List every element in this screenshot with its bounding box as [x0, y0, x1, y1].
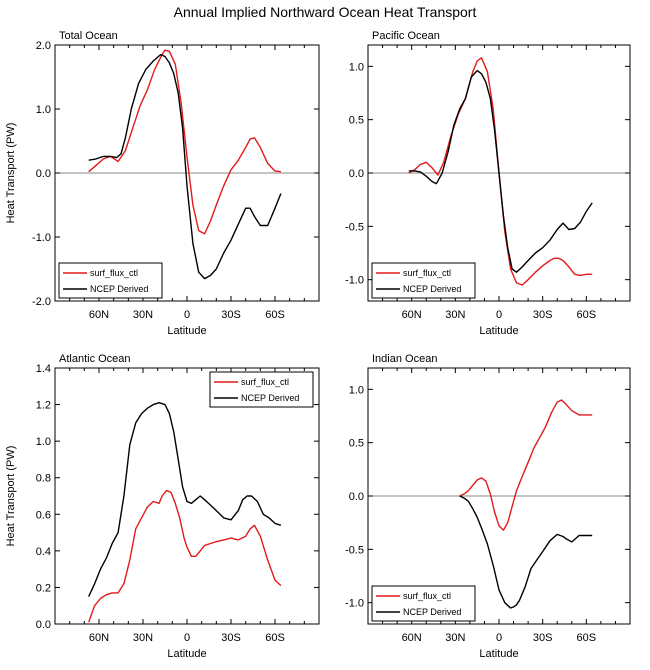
- legend-entry: surf_flux_ctl: [90, 268, 138, 278]
- y-axis-label: Heat Transport (PW): [5, 123, 17, 224]
- series-line-ncep-derived: [88, 402, 282, 597]
- series-line-surf-flux-ctl: [459, 399, 593, 531]
- panel-pacific: Pacific Ocean 60N 30N 0 30S 60S -1.0 -0.5 0.0 0.5…: [345, 30, 631, 337]
- panel-atlantic: Atlantic Ocean 60N 30N 0 30S 60S 0.0 0.2 0.4 0.6 0…: [5, 353, 320, 660]
- legend: surf_flux_ctl NCEP Derived: [371, 585, 476, 622]
- series-line-surf-flux-ctl: [408, 57, 593, 286]
- panel-title: Pacific Ocean: [372, 30, 440, 42]
- legend-box: [58, 262, 163, 299]
- y-tick-label: 0.0: [36, 619, 51, 631]
- y-tick-label: 1.0: [349, 61, 364, 73]
- x-tick-label: 30N: [445, 632, 465, 644]
- x-tick-label: 30N: [445, 309, 465, 321]
- series-line-surf-flux-ctl: [88, 49, 281, 235]
- legend-entry: NCEP Derived: [403, 284, 461, 294]
- panel-indian: Indian Ocean 60N 30N 0 30S 60S -1.0 -0.5 0.0 0.5 1…: [345, 353, 631, 660]
- y-tick-label: -1.0: [32, 232, 51, 244]
- y-tick-label: 0.5: [349, 115, 364, 127]
- legend: surf_flux_ctl NCEP Derived: [371, 262, 476, 299]
- y-tick-label: 0.0: [349, 168, 364, 180]
- panel-title: Atlantic Ocean: [59, 353, 131, 365]
- y-tick-label: 0.8: [36, 473, 51, 485]
- y-tick-label: 1.0: [349, 384, 364, 396]
- y-tick-label: -1.0: [345, 275, 364, 287]
- series-line-ncep-derived: [408, 69, 593, 273]
- series-line-ncep-derived: [459, 495, 593, 609]
- legend-box: [371, 585, 476, 622]
- chart-panels: Total Ocean 60N 30N 0 30S 60S -2.0 -1.0 0.0 1.0 2.…: [5, 30, 631, 660]
- series-line-ncep-derived: [88, 53, 282, 280]
- panel-total: Total Ocean 60N 30N 0 30S 60S -2.0 -1.0 0.0 1.0 2.…: [5, 30, 320, 337]
- x-tick-label: 60N: [402, 309, 422, 321]
- panel-title: Indian Ocean: [372, 353, 437, 365]
- series-line-surf-flux-ctl: [88, 489, 282, 623]
- y-tick-label: 0.5: [349, 438, 364, 450]
- y-tick-label: 1.0: [36, 436, 51, 448]
- legend-box: [209, 371, 314, 408]
- legend: surf_flux_ctl NCEP Derived: [58, 262, 163, 299]
- figure-title: Annual Implied Northward Ocean Heat Tran…: [174, 4, 477, 20]
- x-tick-label: 30S: [533, 632, 553, 644]
- y-tick-label: 2.0: [36, 40, 51, 52]
- x-tick-label: 60S: [577, 309, 597, 321]
- y-tick-label: 0.4: [36, 546, 51, 558]
- x-axis-label: Latitude: [479, 648, 518, 660]
- y-tick-label: 1.4: [36, 363, 51, 375]
- x-tick-label: 30N: [133, 632, 153, 644]
- x-tick-label: 0: [496, 309, 502, 321]
- legend-entry: NCEP Derived: [90, 284, 148, 294]
- x-tick-label: 30S: [221, 632, 241, 644]
- x-tick-label: 60S: [265, 632, 285, 644]
- y-tick-label: 1.2: [36, 400, 51, 412]
- x-tick-label: 60S: [265, 309, 285, 321]
- legend-entry: surf_flux_ctl: [241, 377, 289, 387]
- legend-entry: surf_flux_ctl: [403, 591, 451, 601]
- panel-title: Total Ocean: [59, 30, 118, 42]
- legend-entry: NCEP Derived: [241, 393, 299, 403]
- y-tick-label: 0.6: [36, 509, 51, 521]
- x-axis-label: Latitude: [167, 648, 206, 660]
- y-tick-label: -0.5: [345, 221, 364, 233]
- y-tick-label: -2.0: [32, 296, 51, 308]
- x-tick-label: 60N: [402, 632, 422, 644]
- x-tick-label: 60N: [89, 632, 109, 644]
- x-axis-label: Latitude: [167, 325, 206, 337]
- x-tick-label: 0: [184, 309, 190, 321]
- x-tick-label: 0: [496, 632, 502, 644]
- y-tick-label: 0.0: [36, 168, 51, 180]
- x-tick-label: 30S: [221, 309, 241, 321]
- x-tick-label: 60S: [577, 632, 597, 644]
- x-tick-label: 30S: [533, 309, 553, 321]
- legend: surf_flux_ctl NCEP Derived: [209, 371, 314, 408]
- x-tick-label: 0: [184, 632, 190, 644]
- legend-entry: NCEP Derived: [403, 607, 461, 617]
- legend-box: [371, 262, 476, 299]
- legend-entry: surf_flux_ctl: [403, 268, 451, 278]
- y-tick-label: -0.5: [345, 544, 364, 556]
- y-axis-label: Heat Transport (PW): [5, 446, 17, 547]
- y-tick-label: 0.2: [36, 582, 51, 594]
- y-tick-label: 0.0: [349, 491, 364, 503]
- x-tick-label: 30N: [133, 309, 153, 321]
- y-tick-label: 1.0: [36, 104, 51, 116]
- x-tick-label: 60N: [89, 309, 109, 321]
- x-axis-label: Latitude: [479, 325, 518, 337]
- y-tick-label: -1.0: [345, 598, 364, 610]
